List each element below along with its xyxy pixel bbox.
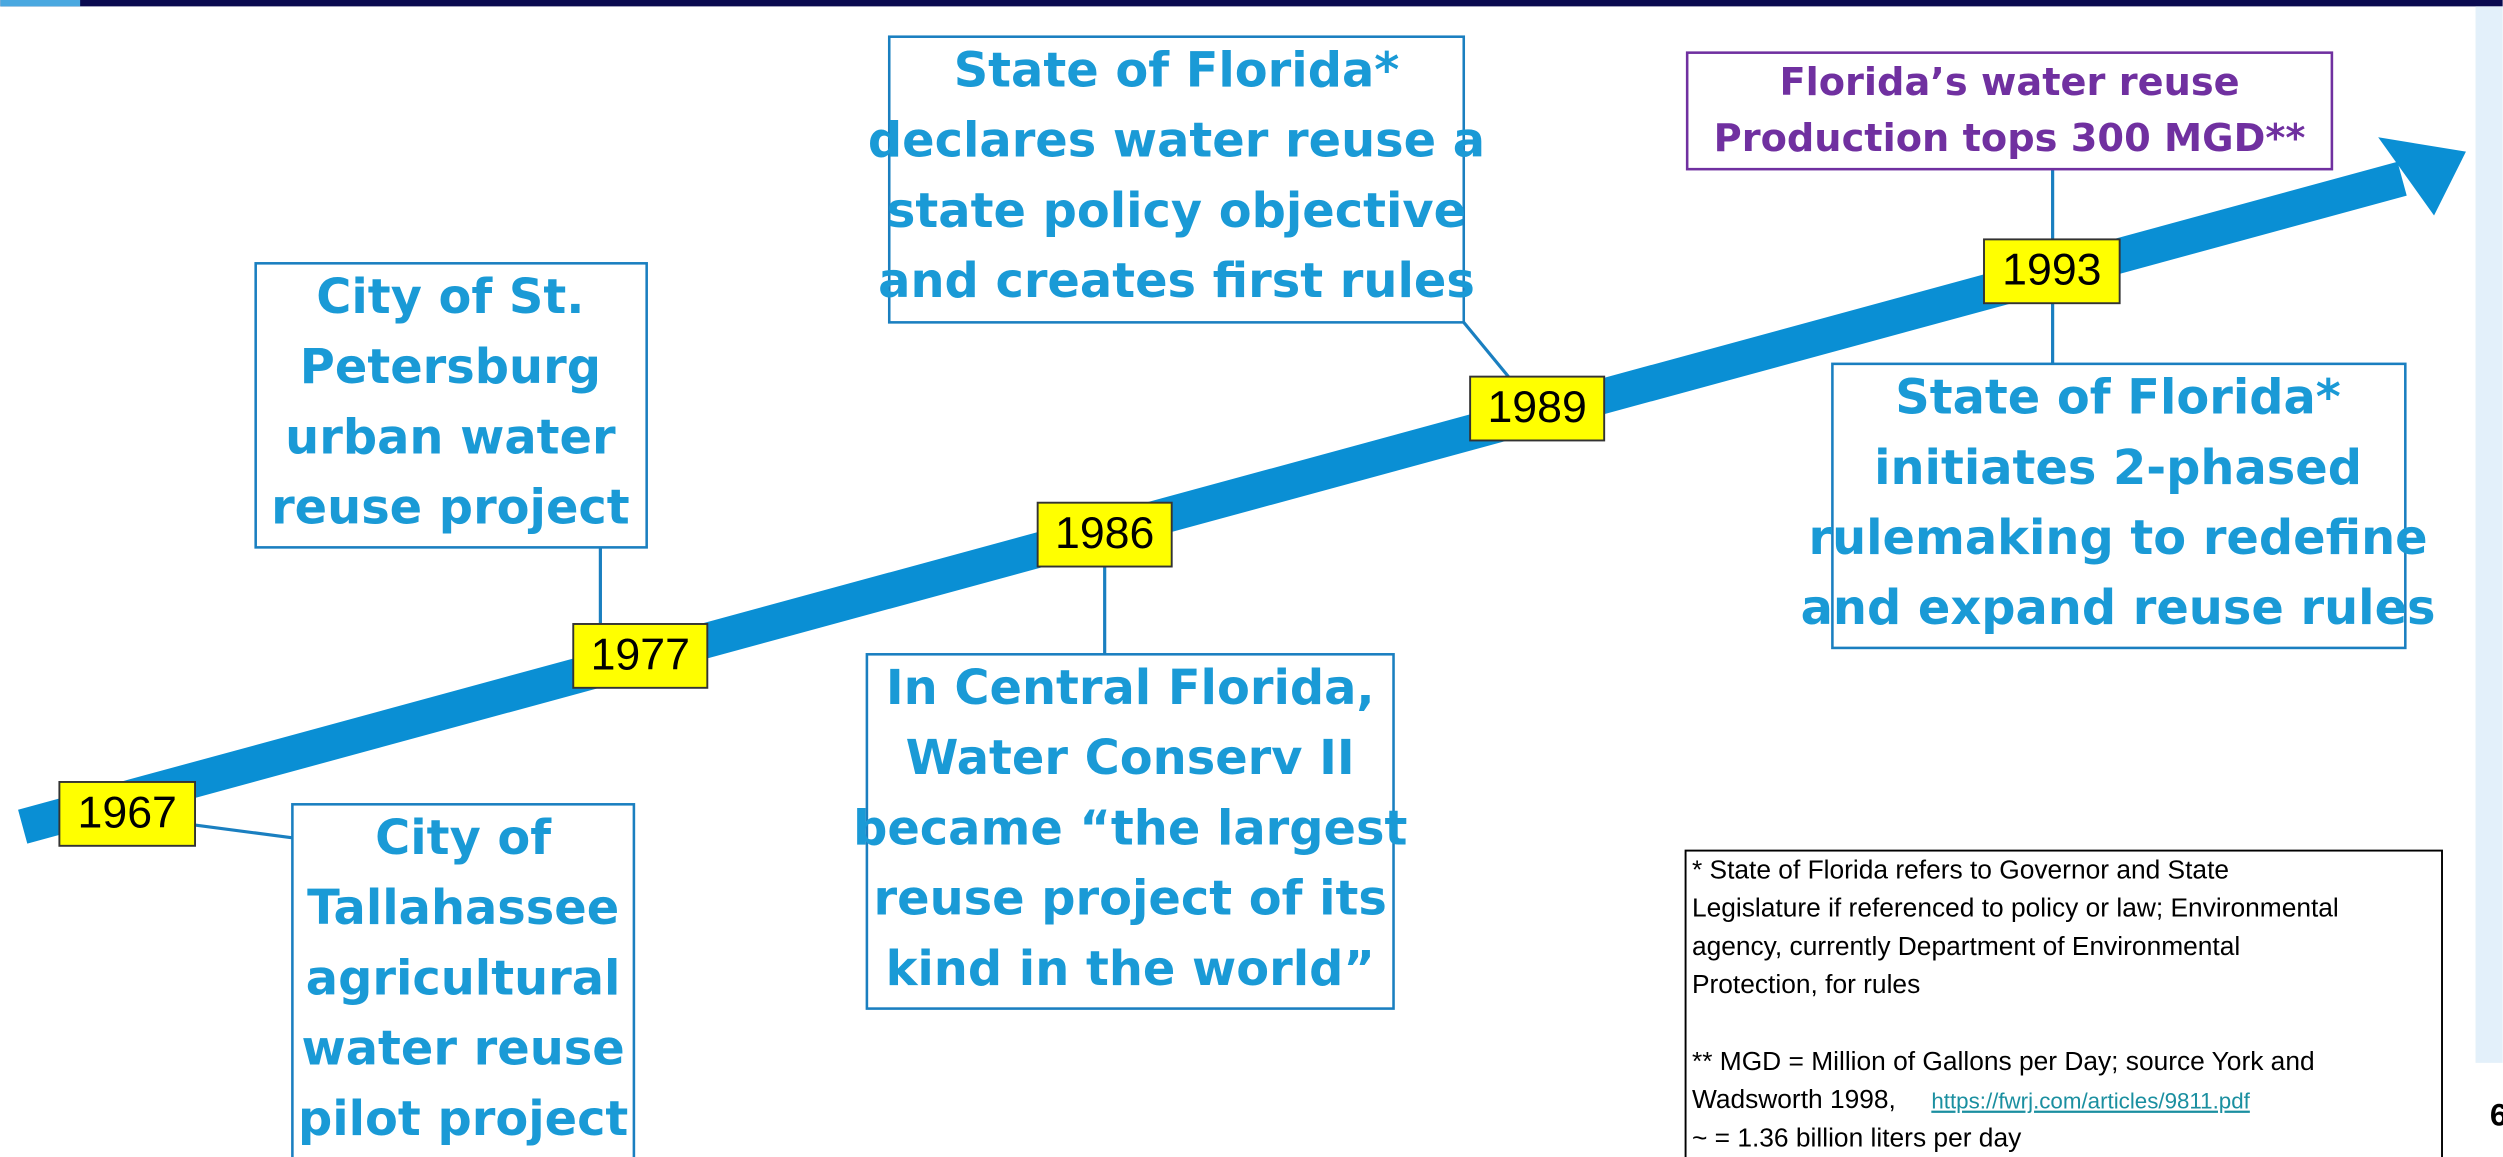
year-label: 1989 bbox=[1487, 383, 1586, 432]
event-text: pilot project bbox=[298, 1092, 628, 1147]
year-box bbox=[1036, 501, 1173, 568]
year-label: 1986 bbox=[1055, 509, 1154, 558]
event-text: rulemaking to redefine bbox=[1808, 511, 2427, 566]
top-bar bbox=[0, 0, 2503, 7]
event-text: City of bbox=[375, 811, 552, 866]
event-text: declares water reuse a bbox=[868, 114, 1485, 169]
event-text: In Central Florida, bbox=[886, 661, 1375, 716]
year-box bbox=[572, 623, 709, 689]
event-text: Water Conserv II bbox=[906, 731, 1355, 786]
footnote-text: agency, currently Department of Environm… bbox=[1692, 931, 2240, 961]
event-text: and expand reuse rules bbox=[1801, 581, 2436, 636]
year-label: 1967 bbox=[78, 788, 177, 837]
event-text: reuse project of its bbox=[874, 872, 1387, 927]
event-text: agricultural bbox=[306, 951, 621, 1006]
milestone-box bbox=[1685, 51, 2334, 171]
year-box bbox=[1983, 238, 2121, 305]
event-text: kind in the world” bbox=[886, 942, 1375, 997]
footnote-text: ~ = 1.36 billion liters per day bbox=[1692, 1122, 2022, 1152]
milestone-text: Florida’s water reuse bbox=[1779, 60, 2239, 105]
event-text: water reuse bbox=[302, 1022, 625, 1077]
side-strip bbox=[2475, 6, 2503, 1063]
footnote-text: Wadsworth 1998, bbox=[1692, 1084, 1896, 1114]
footnote-text: Protection, for rules bbox=[1692, 969, 1920, 999]
year-box bbox=[58, 781, 196, 847]
footnote-box bbox=[1684, 849, 2443, 1157]
event-text: initiates 2-phased bbox=[1874, 441, 2362, 496]
connector bbox=[194, 823, 293, 840]
event-text: and creates first rules bbox=[878, 254, 1475, 309]
event-box bbox=[887, 35, 1466, 324]
page-number: 6 bbox=[2490, 1097, 2503, 1133]
event-text: State of Florida* bbox=[1895, 371, 2341, 426]
year-label: 1977 bbox=[591, 630, 690, 679]
event-text: became “the largest bbox=[853, 801, 1407, 856]
event-text: City of St. bbox=[316, 270, 584, 325]
arrow-head bbox=[2378, 137, 2466, 216]
event-text: Petersburg bbox=[300, 340, 601, 395]
top-bar-accent bbox=[0, 0, 81, 7]
event-box bbox=[254, 262, 648, 549]
milestone-text: Production tops 300 MGD** bbox=[1714, 116, 2306, 161]
footnote-text: * State of Florida refers to Governor an… bbox=[1692, 854, 2229, 884]
year-label: 1993 bbox=[2002, 246, 2101, 295]
footnote-text: Legislature if referenced to policy or l… bbox=[1692, 893, 2339, 923]
year-box bbox=[1469, 375, 1606, 442]
event-text: Tallahassee bbox=[307, 881, 619, 936]
event-text: State of Florida* bbox=[954, 43, 1400, 98]
event-text: reuse project bbox=[271, 481, 630, 536]
event-box bbox=[1831, 362, 2407, 650]
event-text: urban water bbox=[285, 410, 616, 465]
event-box bbox=[291, 803, 636, 1157]
footnote-text: ** MGD = Million of Gallons per Day; sou… bbox=[1692, 1046, 2315, 1076]
connector bbox=[1462, 321, 1510, 378]
event-text: state policy objective bbox=[887, 184, 1466, 239]
footnote-link[interactable]: https://fwrj.com/articles/9811.pdf bbox=[1931, 1089, 2250, 1114]
event-box bbox=[865, 653, 1395, 1010]
